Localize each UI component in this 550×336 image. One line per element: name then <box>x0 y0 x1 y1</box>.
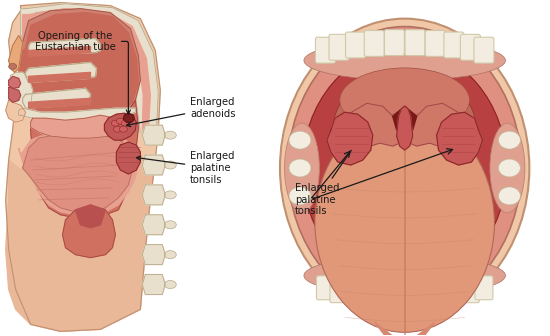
FancyBboxPatch shape <box>474 37 494 63</box>
Ellipse shape <box>119 126 128 132</box>
FancyBboxPatch shape <box>460 34 480 60</box>
Ellipse shape <box>498 131 520 149</box>
FancyBboxPatch shape <box>330 279 348 303</box>
FancyBboxPatch shape <box>329 34 349 60</box>
Ellipse shape <box>122 120 129 126</box>
Polygon shape <box>23 88 90 108</box>
Polygon shape <box>142 215 166 235</box>
Polygon shape <box>123 113 134 122</box>
FancyBboxPatch shape <box>364 31 384 56</box>
Polygon shape <box>23 9 150 130</box>
Polygon shape <box>142 275 166 294</box>
Polygon shape <box>104 113 136 140</box>
Ellipse shape <box>498 187 520 205</box>
FancyBboxPatch shape <box>316 276 334 300</box>
FancyBboxPatch shape <box>345 32 365 58</box>
Ellipse shape <box>289 159 311 177</box>
Ellipse shape <box>164 191 176 199</box>
FancyBboxPatch shape <box>445 281 463 305</box>
Ellipse shape <box>490 123 525 213</box>
Ellipse shape <box>164 251 176 259</box>
Polygon shape <box>75 205 106 228</box>
Polygon shape <box>9 76 21 88</box>
Polygon shape <box>31 100 139 218</box>
Ellipse shape <box>113 126 122 132</box>
Polygon shape <box>397 106 412 150</box>
Ellipse shape <box>288 27 521 309</box>
Text: Enlarged
adenoids: Enlarged adenoids <box>126 97 236 127</box>
FancyBboxPatch shape <box>475 276 493 300</box>
Polygon shape <box>21 4 158 132</box>
Polygon shape <box>9 72 32 118</box>
FancyBboxPatch shape <box>406 284 424 307</box>
Polygon shape <box>29 98 90 108</box>
Polygon shape <box>31 115 130 138</box>
Polygon shape <box>6 155 155 331</box>
Ellipse shape <box>289 187 311 205</box>
FancyBboxPatch shape <box>425 31 445 56</box>
Polygon shape <box>29 46 90 56</box>
Polygon shape <box>142 125 166 145</box>
Polygon shape <box>142 155 166 175</box>
Ellipse shape <box>284 123 320 213</box>
Polygon shape <box>405 103 480 153</box>
Polygon shape <box>327 112 373 165</box>
Ellipse shape <box>304 256 505 295</box>
FancyBboxPatch shape <box>405 30 425 55</box>
Polygon shape <box>6 100 26 122</box>
Polygon shape <box>9 36 23 72</box>
Ellipse shape <box>164 281 176 289</box>
Polygon shape <box>29 72 90 82</box>
Ellipse shape <box>164 131 176 139</box>
Polygon shape <box>19 108 135 138</box>
FancyBboxPatch shape <box>444 32 464 58</box>
Ellipse shape <box>164 221 176 229</box>
Polygon shape <box>19 13 139 115</box>
FancyBboxPatch shape <box>316 37 336 63</box>
Polygon shape <box>142 245 166 264</box>
Polygon shape <box>26 62 96 82</box>
FancyBboxPatch shape <box>426 283 444 306</box>
FancyBboxPatch shape <box>386 284 403 307</box>
Ellipse shape <box>112 120 119 126</box>
Polygon shape <box>393 106 417 136</box>
Ellipse shape <box>117 118 124 124</box>
Ellipse shape <box>302 48 507 288</box>
Polygon shape <box>19 134 139 215</box>
Text: Enlarged
palatine
tonsils: Enlarged palatine tonsils <box>136 152 235 184</box>
Polygon shape <box>19 9 140 120</box>
Ellipse shape <box>289 131 311 149</box>
Polygon shape <box>9 87 21 102</box>
Ellipse shape <box>9 64 16 70</box>
FancyBboxPatch shape <box>365 283 383 306</box>
Ellipse shape <box>164 161 176 169</box>
Polygon shape <box>142 185 166 205</box>
Ellipse shape <box>498 159 520 177</box>
Ellipse shape <box>340 68 470 133</box>
Polygon shape <box>6 3 160 331</box>
Ellipse shape <box>280 18 529 318</box>
Polygon shape <box>117 142 140 174</box>
Polygon shape <box>330 103 405 153</box>
FancyBboxPatch shape <box>461 279 480 303</box>
Polygon shape <box>375 322 434 336</box>
Ellipse shape <box>304 41 505 80</box>
FancyBboxPatch shape <box>384 30 404 55</box>
Text: Enlarged
palatine
tonsils: Enlarged palatine tonsils <box>295 151 351 216</box>
FancyBboxPatch shape <box>346 281 365 305</box>
Polygon shape <box>29 39 101 54</box>
Text: Opening of the
Eustachian tube: Opening of the Eustachian tube <box>35 31 130 114</box>
Polygon shape <box>63 210 116 258</box>
Polygon shape <box>437 112 482 165</box>
Polygon shape <box>23 132 133 212</box>
Ellipse shape <box>332 69 477 198</box>
Ellipse shape <box>315 113 494 332</box>
